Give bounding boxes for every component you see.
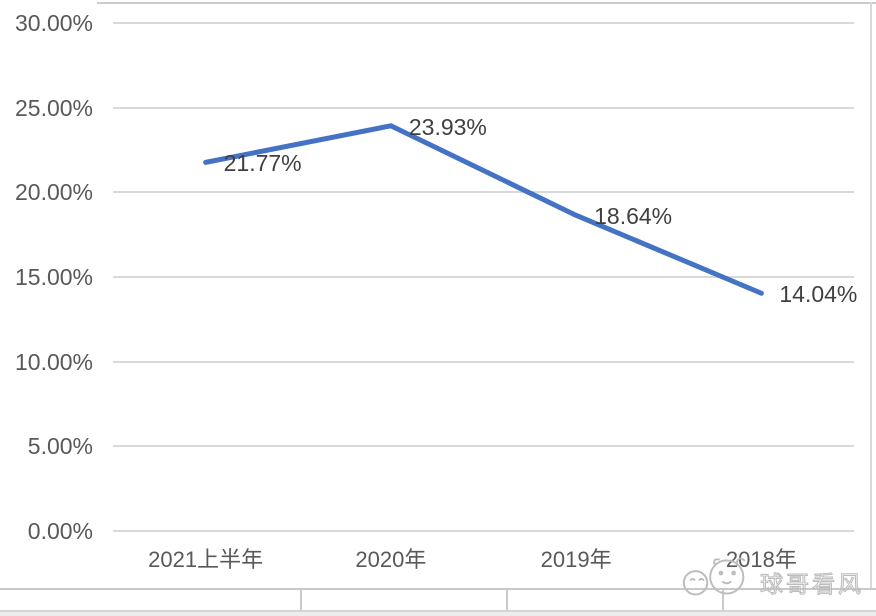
- y-axis-tick-label: 5.00%: [27, 433, 93, 460]
- gridline: [113, 22, 854, 24]
- spreadsheet-row-border-top: [0, 588, 876, 590]
- y-axis-tick-label: 15.00%: [14, 264, 93, 290]
- data-point-label: 23.93%: [408, 113, 487, 140]
- data-point-label: 18.64%: [594, 203, 673, 230]
- y-axis-tick-label: 20.00%: [14, 179, 93, 206]
- gridline: [113, 106, 854, 109]
- x-axis-category-label: 2019年: [540, 547, 612, 572]
- gridline: [113, 445, 854, 448]
- data-point-label: 14.04%: [779, 281, 858, 308]
- data-point-label: 21.77%: [223, 150, 302, 177]
- spreadsheet-row-strip: [0, 612, 876, 616]
- gridline: [113, 530, 854, 532]
- spreadsheet-cell-divider: [506, 589, 508, 610]
- spreadsheet-row-border-bottom: [0, 610, 876, 612]
- spreadsheet-cell-divider: [722, 589, 724, 610]
- y-axis-tick-label: 0.00%: [27, 518, 93, 544]
- gridline: [113, 360, 854, 363]
- cell-border-top: [97, 2, 876, 4]
- x-axis-category-label: 2018年: [725, 547, 797, 572]
- cell-border-right: [870, 2, 872, 588]
- gridline: [113, 276, 854, 278]
- spreadsheet-cell-divider: [300, 589, 302, 610]
- x-axis-category-label: 2020年: [355, 547, 427, 572]
- y-axis-tick-label: 30.00%: [14, 10, 93, 36]
- y-axis-tick-label: 10.00%: [14, 348, 93, 375]
- x-axis-category-label: 2021上半年: [148, 547, 264, 572]
- series-line: [203, 123, 764, 296]
- y-axis-tick-label: 25.00%: [14, 94, 93, 121]
- gridline: [113, 191, 854, 194]
